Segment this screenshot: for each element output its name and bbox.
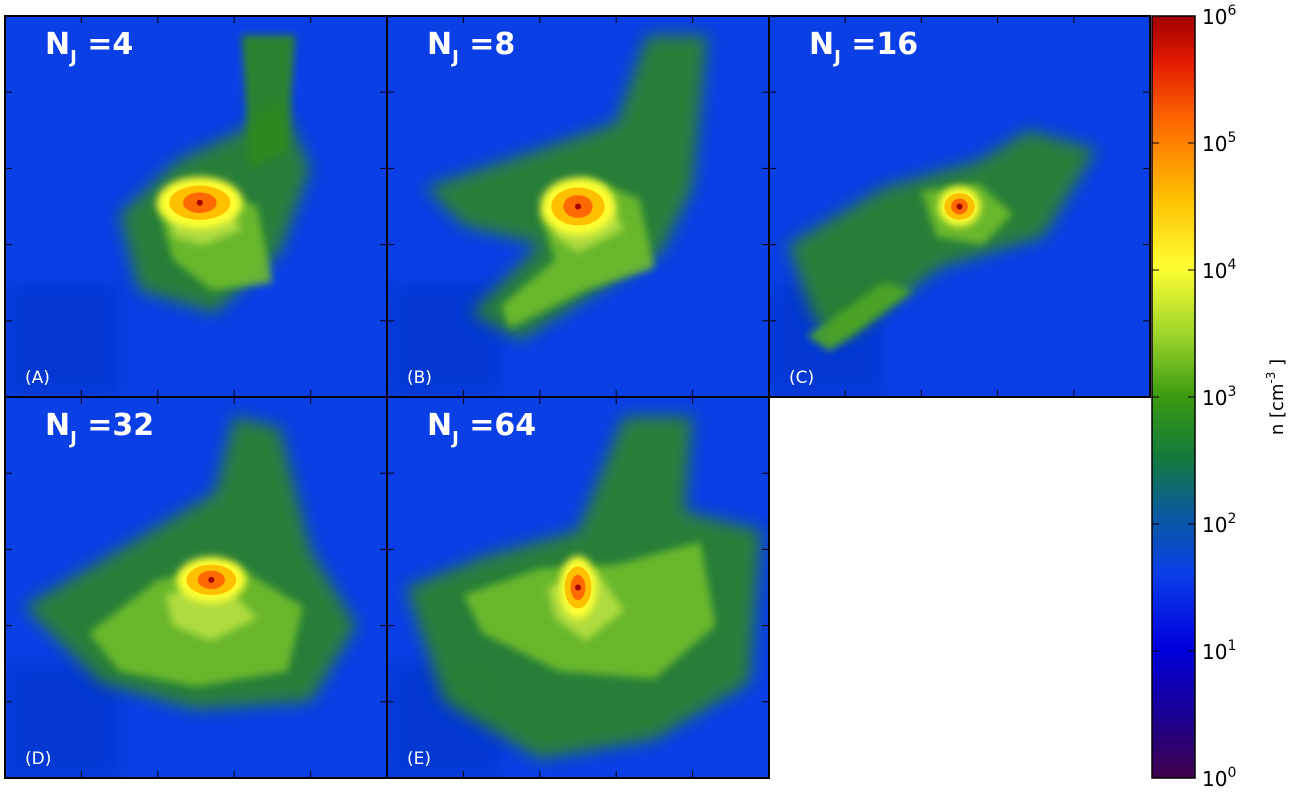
core-peak <box>208 576 215 583</box>
colorbar-tick-label: 100 <box>1202 765 1236 791</box>
panel-title-rest: =32 <box>77 408 154 443</box>
colorbar-tick-label: 101 <box>1202 638 1236 664</box>
panel-ticks <box>5 16 387 397</box>
panel-e: NJ =64 (E) <box>386 396 770 779</box>
panel-letter: (A) <box>25 368 50 388</box>
panel-title: NJ =32 <box>45 408 154 449</box>
panel-title-rest: =8 <box>459 27 515 62</box>
panel-b: NJ =8 (B) <box>386 15 770 398</box>
panel-ticks <box>769 16 1150 397</box>
colorbar-tick-label: 105 <box>1202 130 1236 156</box>
panel-title-rest: =64 <box>459 408 536 443</box>
panel-title-sub: J <box>450 428 459 449</box>
core-peak <box>575 584 581 591</box>
panel-frame <box>768 15 1151 398</box>
panel-title-sub: J <box>832 47 841 68</box>
panel-ticks <box>5 397 387 778</box>
colorbar-tick-label: 102 <box>1202 511 1236 537</box>
core-peak <box>956 203 963 210</box>
panel-title-main: N <box>45 408 70 443</box>
panel-ticks <box>387 397 769 778</box>
panel-letter: (E) <box>407 749 431 769</box>
colorbar-tick-label: 103 <box>1202 384 1236 410</box>
panel-frame <box>386 396 770 779</box>
panel-ticks <box>387 16 769 397</box>
panel-title-rest: =16 <box>841 27 918 62</box>
colorbar-label: n [cm-3 ] <box>1264 359 1288 435</box>
density-structure <box>807 282 914 352</box>
panel-d: NJ =32 (D) <box>4 396 388 779</box>
panel-title: NJ =16 <box>809 27 918 68</box>
panel-title-rest: =4 <box>77 27 133 62</box>
panel-a: NJ =4 (A) <box>4 15 388 398</box>
panel-title: NJ =4 <box>45 27 133 68</box>
core-peak <box>575 203 581 210</box>
panel-c: NJ =16 (C) <box>768 15 1151 398</box>
density-structure <box>241 35 296 169</box>
panel-title: NJ =64 <box>427 408 536 449</box>
colorbar-tick-label: 106 <box>1202 3 1236 29</box>
panel-title-main: N <box>45 27 70 62</box>
panel-title-main: N <box>809 27 834 62</box>
panel-letter: (B) <box>407 368 432 388</box>
panel-letter: (C) <box>789 368 814 388</box>
panel-letter: (D) <box>25 749 51 769</box>
panel-title-sub: J <box>68 428 77 449</box>
panel-title-sub: J <box>450 47 459 68</box>
panel-title: NJ =8 <box>427 27 515 68</box>
panel-title-sub: J <box>68 47 77 68</box>
panel-title-main: N <box>427 27 452 62</box>
core-peak <box>196 199 203 206</box>
panel-title-main: N <box>427 408 452 443</box>
colorbar-tick-label: 104 <box>1202 257 1236 283</box>
